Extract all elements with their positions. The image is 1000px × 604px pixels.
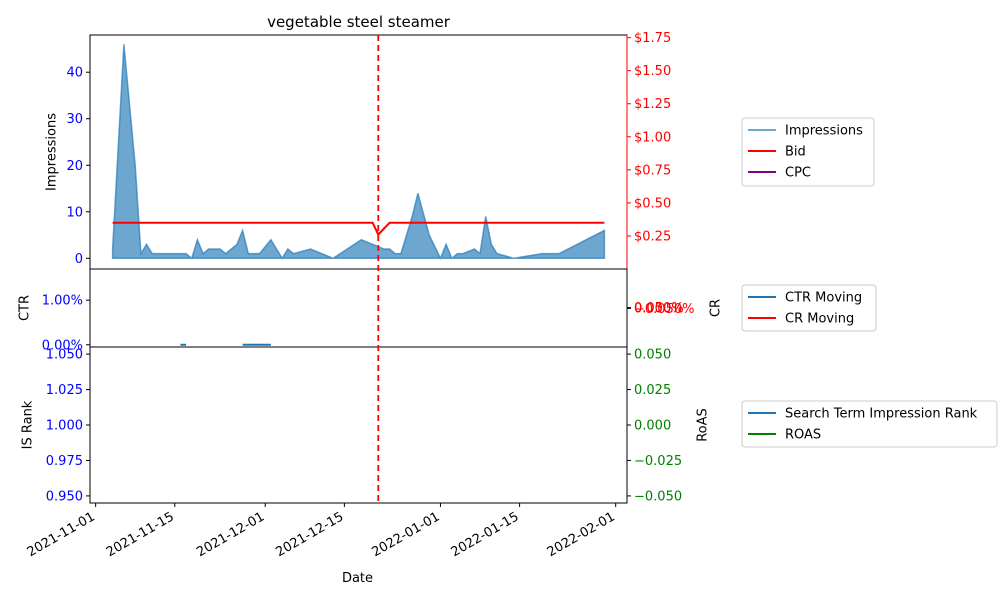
legend-2 bbox=[741, 400, 998, 448]
panel-1-frame bbox=[89, 268, 628, 348]
panel-1-left-tick-label: 1.00% bbox=[42, 294, 83, 309]
x-axis-label: Date bbox=[342, 571, 373, 586]
panel-0-left-tick-label: 10 bbox=[66, 205, 83, 220]
bid-line bbox=[112, 221, 605, 237]
panel-1-left-tick-label: 0.00% bbox=[42, 338, 83, 353]
panel-0-right-tick-label: $0.25 bbox=[634, 229, 671, 244]
panel-0-right-tick-label: $0.75 bbox=[634, 163, 671, 178]
panel-0-right-tick-label: $0.50 bbox=[634, 196, 671, 211]
panel-0-left-tick-label: 40 bbox=[66, 66, 83, 81]
panel-2-frame bbox=[89, 346, 628, 504]
x-tick-label: 2021-12-15 bbox=[273, 509, 346, 560]
panel-0-right-tick-label: $1.00 bbox=[634, 130, 671, 145]
legend-label: Impressions bbox=[785, 124, 863, 139]
panel-1-right-tick-label: −0.050% bbox=[634, 302, 694, 317]
panel-1-right-tick-label: 0.000% bbox=[634, 302, 684, 317]
panel-2-right-tick-label: 0.025 bbox=[634, 383, 671, 398]
panel-2-left-axis-label: IS Rank bbox=[21, 400, 36, 449]
panel-1-right-axis-label: CR bbox=[709, 299, 724, 317]
panel-2-left-tick-label: 0.975 bbox=[46, 454, 83, 469]
panel-2-right-tick-label: −0.050 bbox=[634, 489, 682, 504]
panel-0-left-axis-label: Impressions bbox=[45, 113, 60, 191]
panel-2-left-tick-label: 1.050 bbox=[46, 348, 83, 363]
impressions-area bbox=[111, 44, 606, 261]
legend-label: Bid bbox=[785, 145, 806, 160]
panel-1-left-axis-label: CTR bbox=[18, 295, 33, 321]
panel-1-right-tick-label: 0.050% bbox=[634, 301, 684, 316]
panel-0-right-tick-label: $1.50 bbox=[634, 64, 671, 79]
panel-2-left-tick-label: 1.025 bbox=[46, 383, 83, 398]
chart-title: vegetable steel steamer bbox=[267, 13, 451, 31]
x-tick-label: 2021-11-01 bbox=[25, 509, 98, 560]
legend-label: CR Moving bbox=[785, 312, 854, 327]
x-tick-label: 2021-12-01 bbox=[194, 509, 267, 560]
panel-2-right-tick-label: 0.000 bbox=[634, 419, 671, 434]
panel-0-right-tick-label: $1.25 bbox=[634, 97, 671, 112]
legend-label: Search Term Impression Rank bbox=[785, 407, 978, 422]
panel-0-left-tick-label: 0 bbox=[75, 252, 83, 267]
panel-0-left-tick-label: 30 bbox=[66, 112, 83, 127]
panel-2-left-tick-label: 1.000 bbox=[46, 419, 83, 434]
legend-label: CPC bbox=[785, 166, 811, 181]
x-tick-label: 2022-02-01 bbox=[545, 509, 618, 560]
panel-0-frame bbox=[89, 34, 628, 270]
x-tick-label: 2021-11-15 bbox=[104, 509, 177, 560]
panel-2-right-axis-label: RoAS bbox=[696, 408, 711, 442]
x-tick-label: 2022-01-01 bbox=[370, 509, 443, 560]
panel-2-left-tick-label: 0.950 bbox=[46, 489, 83, 504]
panel-2-right-tick-label: 0.050 bbox=[634, 348, 671, 363]
panel-2-right-tick-label: −0.025 bbox=[634, 454, 682, 469]
x-tick-label: 2022-01-15 bbox=[449, 509, 522, 560]
legend-label: ROAS bbox=[785, 428, 821, 443]
panel-0-right-tick-label: $1.75 bbox=[634, 31, 671, 46]
legend-label: CTR Moving bbox=[785, 291, 862, 306]
legend-0 bbox=[741, 117, 875, 187]
panel-0-left-tick-label: 20 bbox=[66, 159, 83, 174]
